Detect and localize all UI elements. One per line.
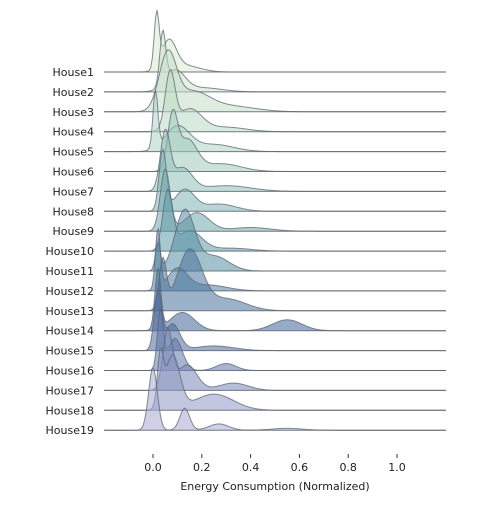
ridge-area-house17 <box>104 328 446 391</box>
ridge-outline-house10 <box>104 188 446 252</box>
x-tick-label: 0.6 <box>291 461 309 474</box>
row-labels-group: House1 House2 House3 House4 House5 House6 Hous… <box>46 66 94 437</box>
row-label-house7: House7 <box>53 185 94 198</box>
row-label-house18: House18 <box>46 404 94 417</box>
row-label-house10: House10 <box>46 245 94 258</box>
ridge-area-house13 <box>104 248 446 311</box>
row-label-house17: House17 <box>46 384 94 397</box>
ridge-area-house18 <box>104 348 446 411</box>
ridge-outline-house8 <box>104 147 446 212</box>
x-axis-title: Energy Consumption (Normalized) <box>180 480 369 493</box>
row-label-house13: House13 <box>46 305 94 318</box>
ridge-area-house6 <box>104 109 446 172</box>
x-tick-label: 1.0 <box>388 461 406 474</box>
row-label-house5: House5 <box>53 146 94 159</box>
row-label-house15: House15 <box>46 345 94 358</box>
ridge-area-house10 <box>104 189 446 252</box>
row-label-house6: House6 <box>53 166 94 179</box>
ridges-group <box>104 9 446 431</box>
ridge-area-house3 <box>104 49 446 112</box>
row-label-house3: House3 <box>53 106 94 119</box>
row-label-house19: House19 <box>46 424 94 437</box>
row-label-house1: House1 <box>53 66 94 79</box>
ridge-area-house4 <box>104 69 446 132</box>
row-label-house14: House14 <box>46 325 94 338</box>
row-label-house16: House16 <box>46 365 94 378</box>
x-tick-label: 0.4 <box>242 461 260 474</box>
x-tick-label: 0.2 <box>193 461 211 474</box>
row-label-house12: House12 <box>46 285 94 298</box>
row-label-house11: House11 <box>46 265 94 278</box>
row-label-house4: House4 <box>53 126 94 139</box>
ridge-area-house8 <box>104 149 446 212</box>
ridge-area-house7 <box>104 129 446 192</box>
row-label-house9: House9 <box>53 225 94 238</box>
ridge-area-house5 <box>104 89 446 152</box>
row-label-house8: House8 <box>53 205 94 218</box>
x-axis: 0.0 0.2 0.4 0.6 0.8 1.0 <box>144 454 406 474</box>
x-tick-label: 0.8 <box>339 461 357 474</box>
row-label-house2: House2 <box>53 86 94 99</box>
x-tick-label: 0.0 <box>144 461 162 474</box>
